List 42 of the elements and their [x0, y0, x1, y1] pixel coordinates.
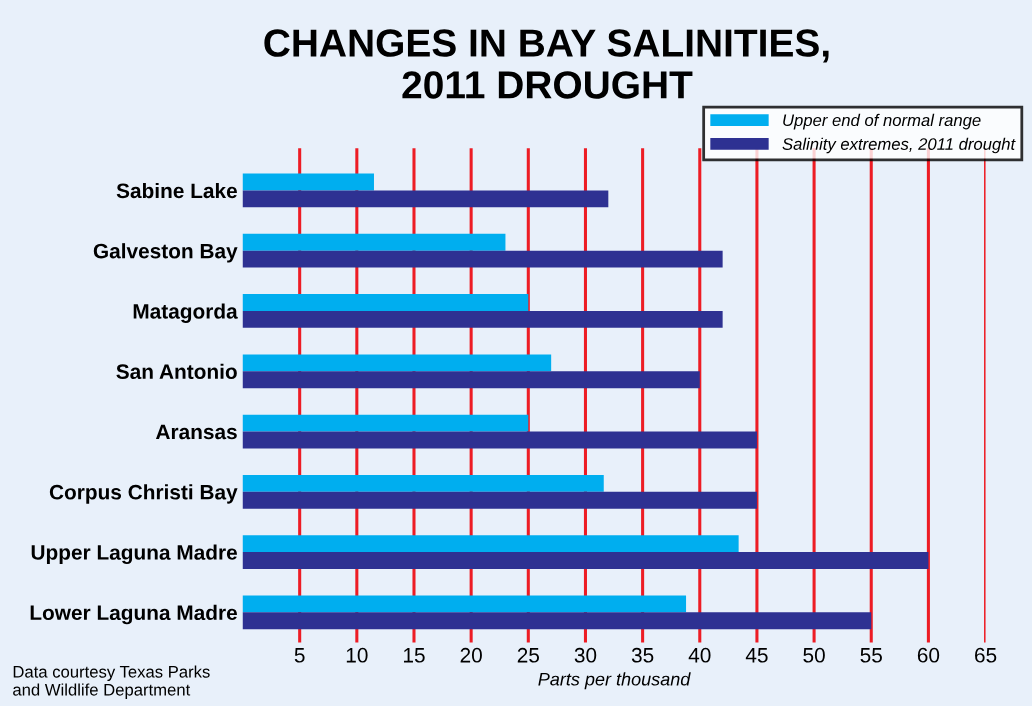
bar	[242, 414, 529, 432]
x-tick-label: 35	[631, 647, 654, 663]
bar	[242, 294, 529, 311]
x-axis-title: Parts per thousand	[538, 672, 691, 690]
chart-title: CHANGES IN BAY SALINITIES, 2011 DROUGHT	[264, 29, 829, 99]
x-tick-label: 60	[917, 647, 940, 663]
y-tick-label: Upper Laguna Madre	[31, 544, 237, 565]
x-tick-label: 20	[460, 647, 482, 663]
bar	[242, 250, 723, 268]
text: Data courtesy Texas Parks and Wildlife Department	[13, 665, 210, 699]
x-tick-label: 40	[688, 647, 711, 663]
x-tick-label: 15	[403, 648, 425, 663]
x-tick-label: 5	[294, 648, 305, 663]
x-tick-label: 45	[745, 648, 768, 663]
y-tick-label: Matagorda	[133, 303, 238, 323]
y-tick-label: Sabine Lake	[116, 182, 237, 199]
bar	[242, 190, 609, 208]
y-tick-label: Galveston Bay	[93, 243, 238, 263]
bar	[242, 552, 929, 569]
x-tick-label: 10	[346, 647, 368, 663]
legend-label: Upper end of normal range	[783, 113, 981, 130]
bar	[242, 431, 757, 449]
bar	[242, 233, 506, 251]
legend-label: Salinity extremes, 2011 drought	[782, 137, 1016, 154]
bar	[242, 354, 552, 372]
bar	[242, 371, 700, 389]
bar	[242, 535, 739, 553]
y-tick-label: Aransas	[155, 424, 237, 440]
x-tick-label: 25	[517, 647, 540, 663]
y-tick-label: San Antonio	[116, 363, 237, 380]
bar	[242, 595, 687, 613]
x-tick-label: 65	[975, 647, 997, 663]
x-tick-label: 50	[803, 647, 825, 663]
x-tick-label: 30	[574, 647, 597, 663]
x-tick-label: 55	[860, 648, 882, 663]
bar	[242, 173, 374, 191]
bar	[242, 474, 604, 492]
y-tick-label: Corpus Christi Bay	[49, 484, 238, 504]
y-tick-label: Lower Laguna Madre	[30, 604, 237, 625]
bar	[242, 310, 723, 328]
bar	[242, 612, 872, 630]
bar	[242, 491, 757, 509]
